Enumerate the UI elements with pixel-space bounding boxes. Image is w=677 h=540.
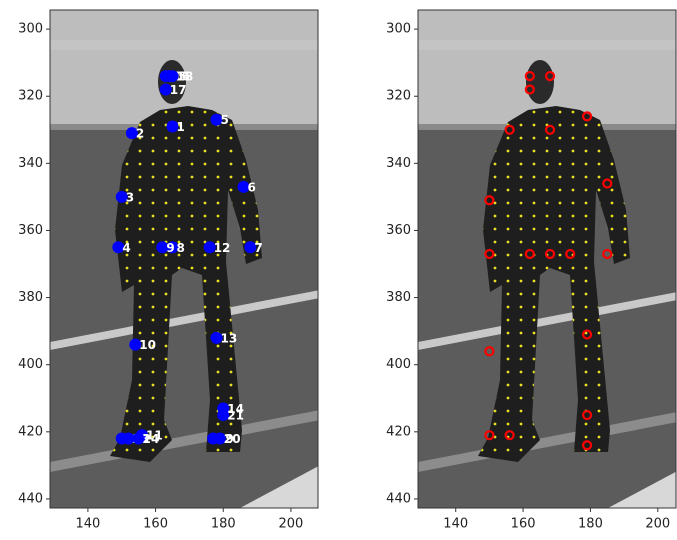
x-tick-label: 160 bbox=[143, 517, 168, 532]
keypoint-label: 8 bbox=[176, 241, 184, 255]
keypoint-label: 18 bbox=[176, 70, 193, 84]
keypoint-label: 4 bbox=[122, 241, 130, 255]
y-tick-label: 380 bbox=[18, 290, 43, 305]
keypoint-label: 6 bbox=[248, 180, 256, 194]
image-right bbox=[418, 10, 677, 510]
keypoint-label: 13 bbox=[220, 331, 237, 345]
x-tick-label: 180 bbox=[578, 517, 603, 532]
x-tick-label: 140 bbox=[443, 517, 468, 532]
y-tick-label: 400 bbox=[18, 357, 43, 372]
y-tick-label: 440 bbox=[386, 491, 411, 506]
figure: 1401601802003003203403603804004204401234… bbox=[0, 0, 677, 536]
keypoint-label: 17 bbox=[170, 83, 187, 97]
keypoint-label: 24 bbox=[143, 432, 160, 446]
x-tick-label: 200 bbox=[279, 517, 304, 532]
x-tick-label: 200 bbox=[645, 517, 670, 532]
keypoint-label: 10 bbox=[139, 338, 156, 352]
y-tick-label: 340 bbox=[18, 156, 43, 171]
y-tick-label: 300 bbox=[386, 22, 411, 37]
x-tick-label: 160 bbox=[511, 517, 536, 532]
y-tick-label: 420 bbox=[18, 424, 43, 439]
y-tick-label: 380 bbox=[386, 290, 411, 305]
y-tick-label: 420 bbox=[386, 424, 411, 439]
image-left bbox=[50, 10, 330, 510]
y-tick-label: 440 bbox=[18, 491, 43, 506]
y-tick-label: 300 bbox=[18, 22, 43, 37]
y-tick-label: 400 bbox=[386, 357, 411, 372]
keypoint-label: 2 bbox=[136, 127, 144, 141]
keypoint-label: 5 bbox=[220, 113, 228, 127]
keypoint-label: 7 bbox=[254, 241, 262, 255]
keypoint-label: 20 bbox=[224, 432, 241, 446]
y-tick-label: 320 bbox=[18, 89, 43, 104]
keypoint-label: 21 bbox=[227, 409, 244, 423]
x-tick-label: 180 bbox=[211, 517, 236, 532]
keypoint-label: 1 bbox=[176, 120, 184, 134]
keypoint-label: 12 bbox=[214, 241, 231, 255]
y-tick-label: 360 bbox=[386, 223, 411, 238]
keypoint-label: 3 bbox=[126, 190, 134, 204]
y-tick-label: 360 bbox=[18, 223, 43, 238]
x-tick-label: 140 bbox=[75, 517, 100, 532]
y-tick-label: 340 bbox=[386, 156, 411, 171]
y-tick-label: 320 bbox=[386, 89, 411, 104]
keypoint-label: 9 bbox=[166, 241, 174, 255]
